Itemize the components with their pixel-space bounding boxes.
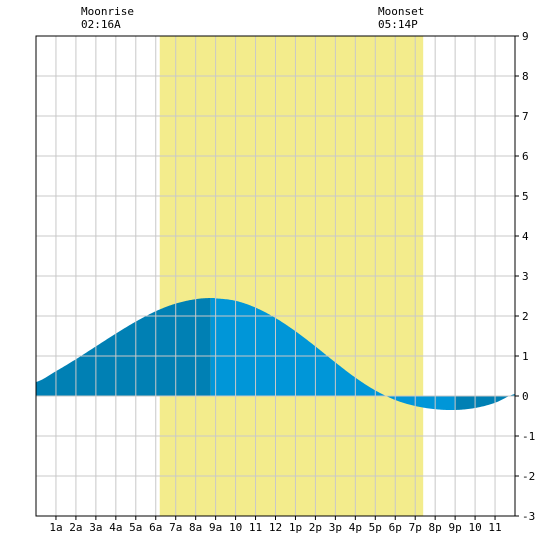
- x-tick-label: 5p: [369, 521, 382, 534]
- x-tick-label: 9p: [449, 521, 462, 534]
- tide-area: [36, 297, 515, 411]
- x-tick-label: 10: [468, 521, 481, 534]
- x-tick-label: 8p: [429, 521, 442, 534]
- y-tick-label: -3: [522, 510, 535, 523]
- y-tick-label: 0: [522, 390, 529, 403]
- moonset-time: 05:14P: [378, 18, 418, 31]
- y-axis-ticks: 9 8 7 6 5 4 3 2 1 0 -1 -2 -3: [515, 30, 535, 523]
- x-tick-label: 3p: [329, 521, 342, 534]
- moonset-title: Moonset: [378, 5, 425, 18]
- x-tick-label: 7p: [409, 521, 422, 534]
- moonrise-time: 02:16A: [81, 18, 121, 31]
- x-tick-label: 10: [229, 521, 242, 534]
- moonrise-title: Moonrise: [81, 5, 134, 18]
- x-tick-label: 4a: [109, 521, 122, 534]
- x-tick-label: 4p: [349, 521, 362, 534]
- x-tick-label: 8a: [189, 521, 202, 534]
- x-tick-label: 2a: [69, 521, 82, 534]
- y-tick-label: 4: [522, 230, 529, 243]
- grid-lines: [36, 36, 515, 516]
- x-tick-label: 1p: [289, 521, 302, 534]
- y-tick-label: -1: [522, 430, 535, 443]
- x-tick-label: 7a: [169, 521, 182, 534]
- x-tick-label: 11: [488, 521, 501, 534]
- x-tick-label: 12: [269, 521, 282, 534]
- y-tick-label: 7: [522, 110, 529, 123]
- x-axis-ticks: 1a 2a 3a 4a 5a 6a 7a 8a 9a 10 11 12 1p 2p 3p 4p 5p 6p 7p 8p…: [49, 516, 502, 534]
- tide-area-falling: [210, 297, 456, 411]
- x-tick-label: 6a: [149, 521, 162, 534]
- x-tick-label: 1a: [49, 521, 62, 534]
- x-tick-label: 11: [249, 521, 262, 534]
- x-tick-label: 3a: [89, 521, 102, 534]
- x-tick-label: 9a: [209, 521, 222, 534]
- y-tick-label: 5: [522, 190, 529, 203]
- x-tick-label: 5a: [129, 521, 142, 534]
- moonrise-label: Moonrise 02:16A: [81, 5, 134, 31]
- y-tick-label: 6: [522, 150, 529, 163]
- y-tick-label: 2: [522, 310, 529, 323]
- moonset-label: Moonset 05:14P: [378, 5, 424, 31]
- tide-area-rising-late: [455, 394, 515, 410]
- x-tick-label: 6p: [389, 521, 402, 534]
- y-tick-label: 3: [522, 270, 529, 283]
- y-tick-label: 8: [522, 70, 529, 83]
- y-tick-label: 1: [522, 350, 529, 363]
- tide-area-rising: [36, 298, 211, 396]
- y-tick-label: 9: [522, 30, 529, 43]
- y-tick-label: -2: [522, 470, 535, 483]
- x-tick-label: 2p: [309, 521, 322, 534]
